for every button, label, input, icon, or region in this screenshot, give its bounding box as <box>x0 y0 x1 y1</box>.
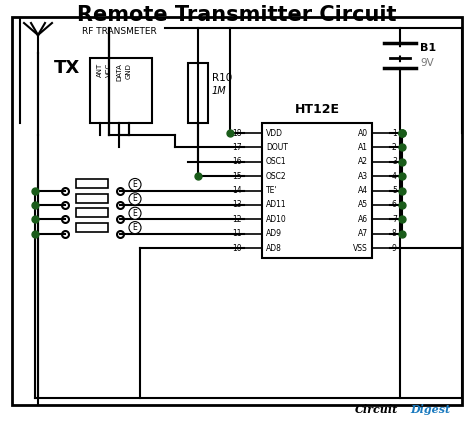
Text: TX: TX <box>54 59 80 77</box>
Text: 3: 3 <box>392 157 397 166</box>
Text: E: E <box>133 180 137 189</box>
Text: B1: B1 <box>420 43 436 53</box>
Text: OSC2: OSC2 <box>266 172 287 181</box>
Bar <box>262 123 372 258</box>
Text: A3: A3 <box>358 172 368 181</box>
Text: RF TRANSMETER: RF TRANSMETER <box>82 27 157 36</box>
Text: A0: A0 <box>358 129 368 137</box>
Bar <box>76 194 109 203</box>
Text: AD8: AD8 <box>266 244 282 253</box>
Text: VCC: VCC <box>106 63 112 77</box>
Text: HT12E: HT12E <box>294 102 339 115</box>
Text: E: E <box>133 223 137 232</box>
Text: 7: 7 <box>392 215 397 224</box>
Text: 6: 6 <box>392 201 397 209</box>
Text: 10: 10 <box>232 244 242 253</box>
Text: 1: 1 <box>392 129 397 137</box>
Text: 17: 17 <box>232 143 242 152</box>
Text: AD11: AD11 <box>266 201 287 209</box>
Text: AD10: AD10 <box>266 215 287 224</box>
Bar <box>90 58 152 123</box>
Text: A1: A1 <box>358 143 368 152</box>
Text: TE': TE' <box>266 186 277 195</box>
Text: ANT: ANT <box>97 63 103 77</box>
Bar <box>76 179 109 189</box>
Text: A2: A2 <box>358 157 368 166</box>
Text: A6: A6 <box>358 215 368 224</box>
Text: 2: 2 <box>392 143 397 152</box>
Bar <box>76 208 109 217</box>
Text: 15: 15 <box>232 172 242 181</box>
Text: VDD: VDD <box>266 129 283 137</box>
Text: 9V: 9V <box>420 58 434 68</box>
Text: E: E <box>133 195 137 203</box>
Text: 16: 16 <box>232 157 242 166</box>
Text: A4: A4 <box>358 186 368 195</box>
Text: 14: 14 <box>232 186 242 195</box>
Text: GND: GND <box>126 63 132 79</box>
Text: 5: 5 <box>392 186 397 195</box>
Text: Remote Transmitter Circuit: Remote Transmitter Circuit <box>77 5 397 25</box>
Bar <box>76 222 109 232</box>
Text: 11: 11 <box>233 229 242 238</box>
Text: A5: A5 <box>358 201 368 209</box>
Text: Circuit: Circuit <box>355 404 398 415</box>
Text: DATA: DATA <box>116 63 122 81</box>
Text: R10: R10 <box>212 73 232 83</box>
Text: AD9: AD9 <box>266 229 282 238</box>
Text: 8: 8 <box>392 229 397 238</box>
Text: 18: 18 <box>233 129 242 137</box>
Text: 1M: 1M <box>212 86 227 96</box>
Text: DOUT: DOUT <box>266 143 288 152</box>
Text: Digest: Digest <box>410 404 450 415</box>
Text: 4: 4 <box>392 172 397 181</box>
Text: 12: 12 <box>233 215 242 224</box>
Bar <box>188 63 208 123</box>
Text: 9: 9 <box>392 244 397 253</box>
Text: E: E <box>133 209 137 218</box>
Text: OSC1: OSC1 <box>266 157 287 166</box>
Text: 13: 13 <box>232 201 242 209</box>
Text: VSS: VSS <box>353 244 368 253</box>
Text: A7: A7 <box>358 229 368 238</box>
